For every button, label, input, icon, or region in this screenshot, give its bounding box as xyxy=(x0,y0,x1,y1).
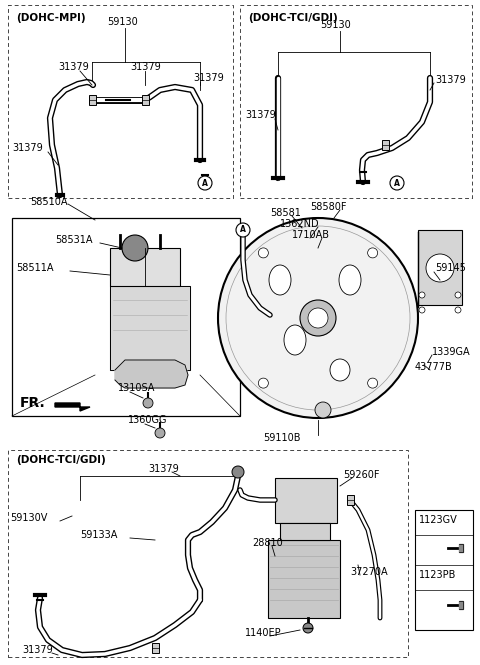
Circle shape xyxy=(258,248,268,258)
Text: 28810: 28810 xyxy=(252,538,283,548)
Text: 58510A: 58510A xyxy=(30,197,68,207)
Bar xyxy=(268,540,340,618)
Circle shape xyxy=(303,623,313,633)
Bar xyxy=(382,140,388,150)
Circle shape xyxy=(300,300,336,336)
Ellipse shape xyxy=(284,325,306,355)
Text: 31379: 31379 xyxy=(435,75,466,85)
Ellipse shape xyxy=(330,359,350,381)
Text: 37270A: 37270A xyxy=(350,567,388,577)
Circle shape xyxy=(455,292,461,298)
Text: 1310SA: 1310SA xyxy=(118,383,156,393)
Bar xyxy=(8,5,233,198)
Ellipse shape xyxy=(339,265,361,295)
Circle shape xyxy=(155,428,165,438)
Text: 58581: 58581 xyxy=(270,208,301,218)
Text: 31379: 31379 xyxy=(148,464,179,474)
Text: 1360GG: 1360GG xyxy=(128,415,168,425)
Circle shape xyxy=(426,254,454,282)
Bar xyxy=(142,95,148,105)
Bar xyxy=(418,230,462,305)
Polygon shape xyxy=(55,403,90,411)
Polygon shape xyxy=(115,360,188,388)
Circle shape xyxy=(236,223,250,237)
Bar xyxy=(240,5,472,198)
Ellipse shape xyxy=(269,265,291,295)
Text: 59133A: 59133A xyxy=(80,530,118,540)
Text: 31379: 31379 xyxy=(193,73,224,83)
Text: 1140EP: 1140EP xyxy=(245,628,282,638)
Bar xyxy=(88,95,96,105)
Text: (DOHC-TCI/GDI): (DOHC-TCI/GDI) xyxy=(248,13,338,23)
Text: 43777B: 43777B xyxy=(415,362,453,372)
Text: 59110B: 59110B xyxy=(263,433,301,443)
Text: 31379: 31379 xyxy=(58,62,89,72)
Polygon shape xyxy=(459,544,463,552)
Circle shape xyxy=(368,378,378,388)
Text: 31379: 31379 xyxy=(12,143,43,153)
Bar xyxy=(415,510,473,630)
Circle shape xyxy=(122,235,148,261)
Text: 58580F: 58580F xyxy=(310,202,347,212)
Text: 59130V: 59130V xyxy=(10,513,48,523)
Circle shape xyxy=(308,308,328,328)
Text: 31379: 31379 xyxy=(245,110,276,120)
Text: A: A xyxy=(202,178,208,188)
Circle shape xyxy=(143,398,153,408)
Circle shape xyxy=(315,402,331,418)
Circle shape xyxy=(368,248,378,258)
Circle shape xyxy=(455,307,461,313)
Text: 59130: 59130 xyxy=(107,17,138,27)
Text: 59260F: 59260F xyxy=(343,470,380,480)
Bar xyxy=(152,643,158,653)
Bar xyxy=(347,495,353,505)
Circle shape xyxy=(419,307,425,313)
Text: 31379: 31379 xyxy=(130,62,161,72)
Polygon shape xyxy=(110,286,190,370)
Text: (DOHC-MPI): (DOHC-MPI) xyxy=(16,13,85,23)
Bar xyxy=(12,218,240,416)
Text: 1362ND: 1362ND xyxy=(280,219,320,229)
Text: 58511A: 58511A xyxy=(16,263,53,273)
Text: (DOHC-TCI/GDI): (DOHC-TCI/GDI) xyxy=(16,455,106,465)
Bar xyxy=(8,450,408,657)
Text: 1123PB: 1123PB xyxy=(419,570,456,580)
Text: 59145: 59145 xyxy=(435,263,466,273)
Text: 1123GV: 1123GV xyxy=(419,515,458,525)
Text: 31379: 31379 xyxy=(22,645,53,655)
Circle shape xyxy=(390,176,404,190)
Circle shape xyxy=(419,292,425,298)
Bar xyxy=(110,248,180,286)
Circle shape xyxy=(218,218,418,418)
Text: 59130: 59130 xyxy=(320,20,351,30)
Text: 58531A: 58531A xyxy=(55,235,93,245)
Circle shape xyxy=(232,466,244,478)
Text: A: A xyxy=(394,178,400,188)
Bar xyxy=(275,478,337,523)
Text: FR.: FR. xyxy=(20,396,46,410)
Bar xyxy=(280,523,330,540)
Text: 1339GA: 1339GA xyxy=(432,347,470,357)
Text: A: A xyxy=(240,225,246,235)
Text: 1710AB: 1710AB xyxy=(292,230,330,240)
Circle shape xyxy=(198,176,212,190)
Polygon shape xyxy=(459,601,463,609)
Circle shape xyxy=(258,378,268,388)
